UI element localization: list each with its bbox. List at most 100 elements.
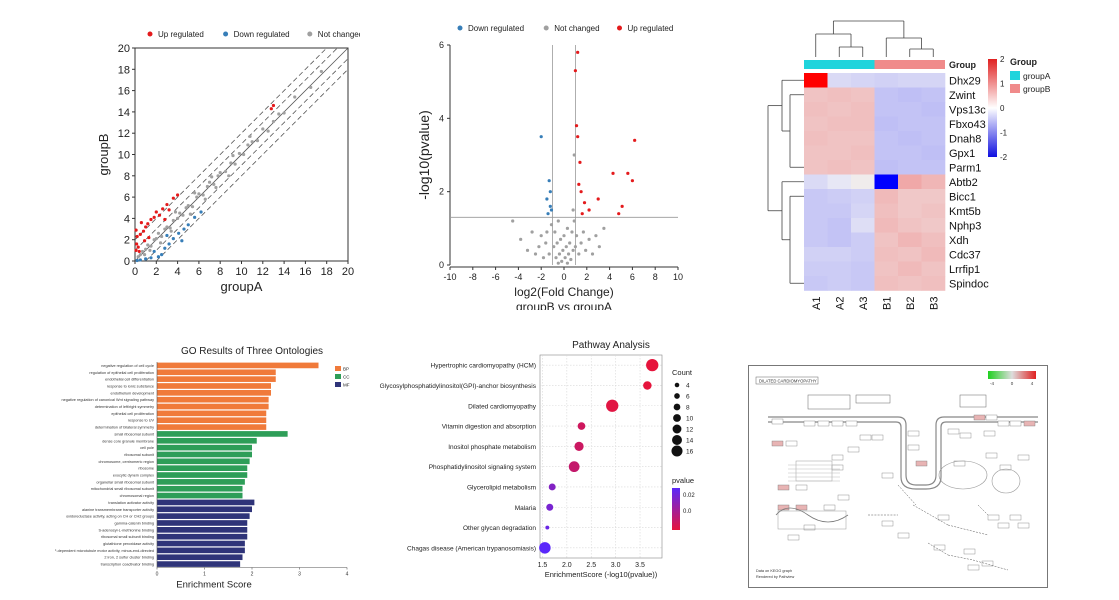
heatmap-cell bbox=[851, 203, 875, 219]
data-point bbox=[212, 182, 216, 186]
bar bbox=[157, 444, 252, 451]
data-point bbox=[181, 213, 185, 217]
heatmap-cell bbox=[804, 73, 828, 88]
count-legend-label: 10 bbox=[686, 416, 694, 423]
gene-node bbox=[915, 460, 928, 467]
row-label: Nphp3 bbox=[949, 220, 981, 232]
heatmap-cell bbox=[827, 247, 852, 262]
bar bbox=[157, 499, 255, 506]
data-point bbox=[186, 204, 190, 208]
heatmap-cell bbox=[921, 145, 946, 161]
data-point bbox=[597, 245, 601, 249]
data-point bbox=[148, 248, 152, 252]
x-tick-label: 14 bbox=[278, 266, 290, 278]
data-point bbox=[587, 208, 591, 212]
fiber-box bbox=[855, 394, 891, 404]
y-axis-label: groupB bbox=[96, 134, 111, 176]
data-point bbox=[578, 160, 582, 164]
gene-node bbox=[1017, 522, 1030, 529]
category-label: translation activator activity bbox=[108, 501, 154, 505]
legend-title: Group bbox=[1010, 57, 1037, 67]
legend-label: Down regulated bbox=[234, 30, 290, 39]
heatmap-cell bbox=[898, 174, 922, 190]
heatmap-cell bbox=[898, 247, 922, 262]
group-annotation-cell bbox=[898, 60, 922, 69]
data-point bbox=[136, 255, 140, 259]
count-legend-label: 4 bbox=[686, 383, 690, 390]
gene-node bbox=[985, 452, 998, 459]
pathway-bubble bbox=[646, 359, 659, 372]
data-point bbox=[171, 218, 175, 223]
pathway-arrow bbox=[977, 504, 989, 516]
gene-node bbox=[803, 420, 816, 427]
data-point bbox=[176, 216, 180, 220]
pathway-bubble bbox=[568, 461, 580, 473]
group-annotation-cell bbox=[921, 60, 945, 69]
gene-node bbox=[845, 420, 858, 427]
heatmap-cell bbox=[851, 261, 875, 277]
data-point bbox=[138, 253, 142, 257]
data-point bbox=[141, 229, 146, 233]
heatmap-cell bbox=[921, 276, 946, 291]
data-point bbox=[547, 252, 551, 256]
heatmap-cell bbox=[804, 87, 828, 103]
category-label: Dilated cardiomyopathy bbox=[468, 403, 537, 410]
gene-node bbox=[847, 446, 860, 453]
data-point bbox=[229, 161, 233, 165]
heatmap-cell bbox=[827, 203, 852, 219]
legend-label: MF bbox=[343, 383, 350, 388]
data-point bbox=[596, 197, 600, 201]
category-label: gamma-catenin binding bbox=[115, 521, 154, 525]
data-point bbox=[199, 210, 203, 214]
bar bbox=[157, 410, 267, 417]
subtitle: groupB vs groupA bbox=[516, 300, 612, 310]
data-point bbox=[171, 196, 175, 200]
x-tick-label: 3.0 bbox=[611, 562, 621, 569]
data-point bbox=[525, 248, 530, 252]
gene-node bbox=[967, 564, 980, 571]
y-tick-label: 18 bbox=[118, 64, 130, 76]
data-point bbox=[555, 241, 559, 245]
y-tick-label: 4 bbox=[439, 113, 444, 123]
pvalue-colorbar bbox=[672, 488, 680, 530]
gene-node bbox=[897, 532, 910, 539]
column-label: A3 bbox=[858, 297, 870, 310]
data-point bbox=[237, 151, 241, 156]
legend-swatch bbox=[1010, 84, 1020, 93]
data-point bbox=[165, 225, 169, 229]
data-point bbox=[577, 252, 581, 256]
count-legend-label: 12 bbox=[686, 427, 694, 434]
scale-tick-label: -4 bbox=[990, 381, 994, 386]
legend-marker bbox=[147, 31, 153, 37]
gene-node bbox=[831, 454, 844, 461]
data-point bbox=[242, 152, 246, 157]
column-label: A1 bbox=[811, 297, 823, 310]
data-point bbox=[548, 190, 552, 194]
data-point bbox=[250, 140, 254, 144]
heatmap-cell bbox=[898, 87, 922, 103]
data-point bbox=[142, 253, 147, 257]
bar bbox=[157, 362, 319, 369]
pathway-bubble bbox=[548, 483, 556, 491]
heatmap-cell bbox=[874, 116, 899, 132]
gene-node bbox=[803, 524, 816, 531]
heatmap-cell bbox=[898, 189, 922, 204]
data-point bbox=[530, 230, 534, 234]
row-label: Zwint bbox=[949, 90, 975, 102]
data-point bbox=[176, 193, 180, 197]
count-legend-label: 14 bbox=[686, 438, 694, 445]
chart-title: GO Results of Three Ontologies bbox=[181, 346, 323, 357]
x-tick-label: 2 bbox=[584, 272, 589, 282]
data-point bbox=[184, 206, 188, 210]
data-point bbox=[142, 239, 147, 243]
heatmap-cell bbox=[851, 247, 875, 262]
data-point bbox=[572, 153, 576, 157]
data-point bbox=[227, 174, 231, 178]
legend-marker bbox=[457, 25, 463, 31]
go-enrichment-bar-chart: GO Results of Three Ontologies negative r… bbox=[55, 346, 350, 590]
bar bbox=[157, 383, 271, 389]
data-point bbox=[163, 246, 167, 250]
footer-text: Data on KEGG graph bbox=[756, 569, 792, 573]
gene-node bbox=[997, 420, 1010, 427]
bar bbox=[157, 527, 248, 533]
